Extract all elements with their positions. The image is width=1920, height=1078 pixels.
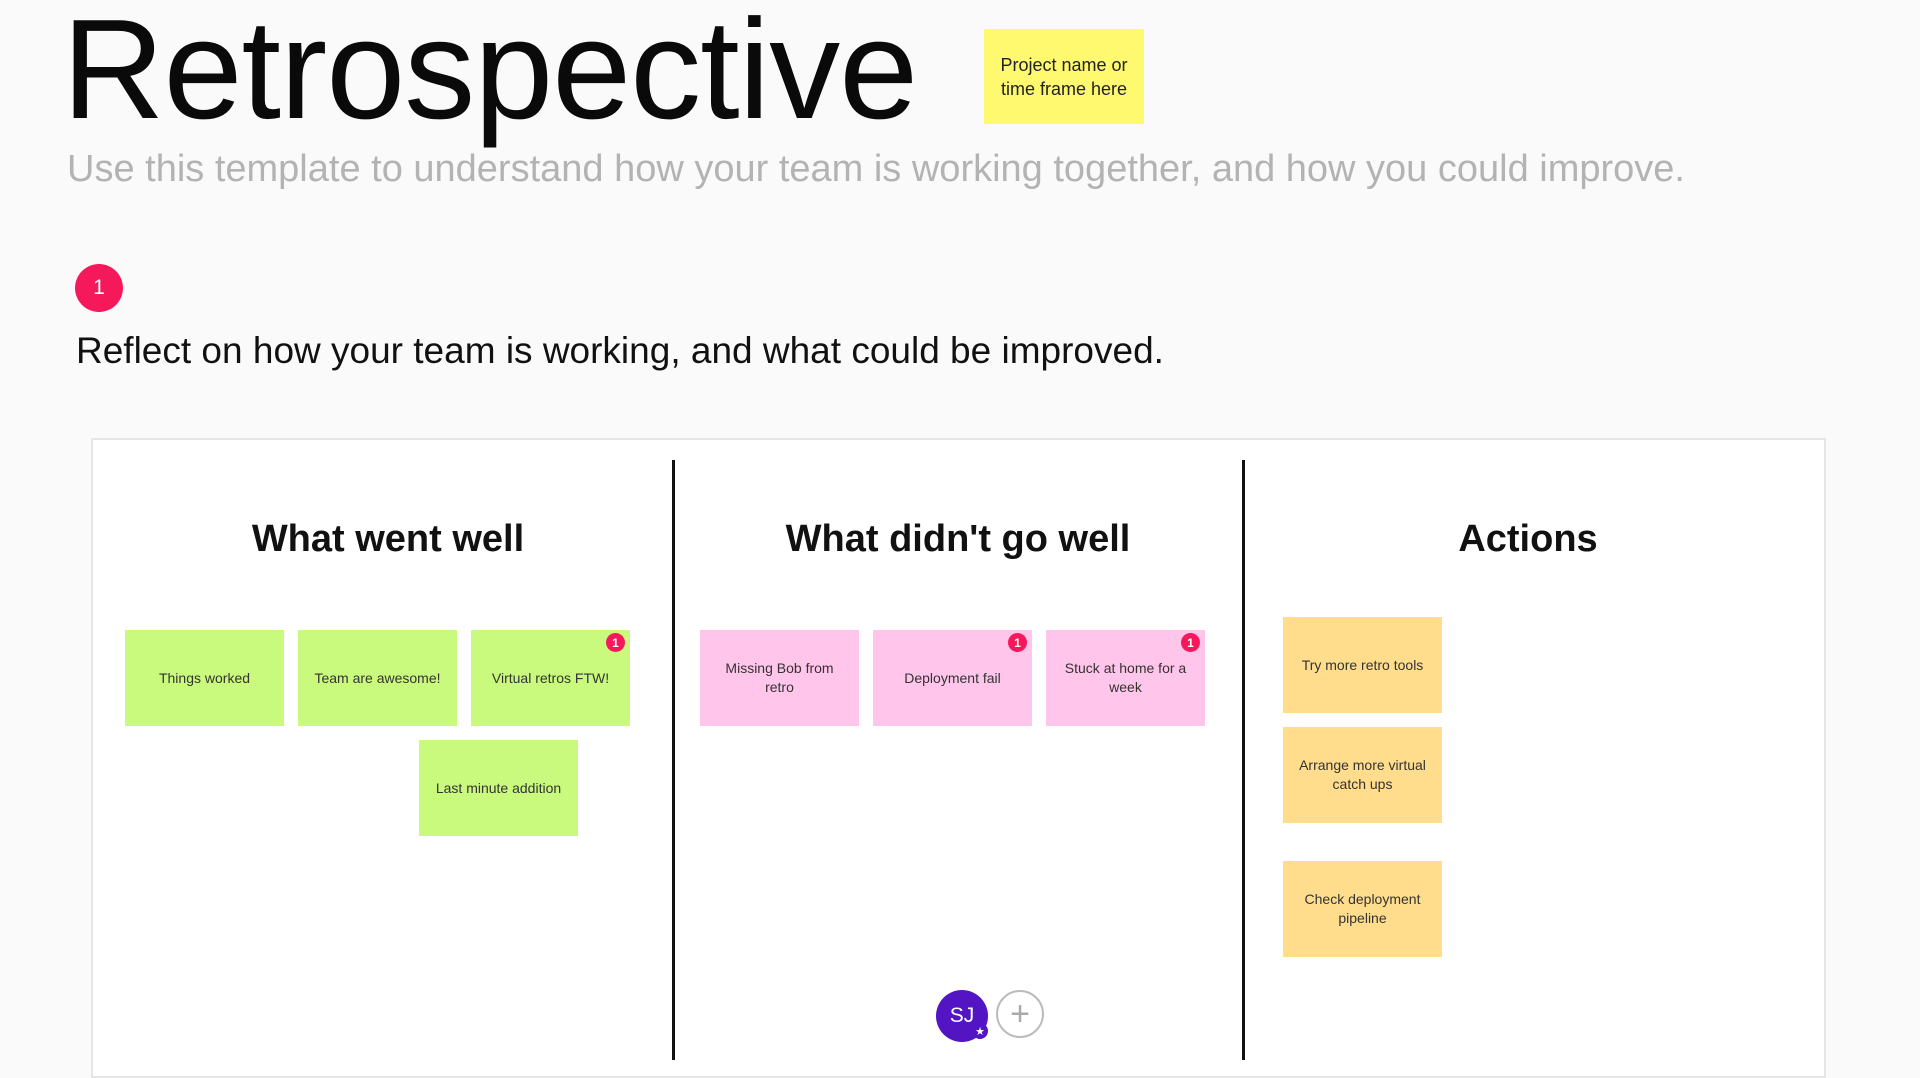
sticky-note-text: Stuck at home for a week — [1064, 660, 1187, 695]
comment-count-badge[interactable]: 1 — [1008, 633, 1027, 652]
sticky-note-text: Virtual retros FTW! — [491, 669, 610, 686]
sticky-note-text: Arrange more virtual catch ups — [1299, 757, 1426, 792]
sticky-note[interactable]: Deployment fail — [873, 630, 1032, 726]
add-collaborator-button[interactable]: + — [996, 990, 1044, 1038]
column-heading-actions: Actions — [1458, 518, 1598, 560]
step-instruction: Reflect on how your team is working, and… — [76, 330, 1164, 371]
sticky-note[interactable]: Things worked — [125, 630, 284, 726]
sticky-note-text: Things worked — [158, 669, 251, 686]
sticky-note[interactable]: Try more retro tools — [1283, 617, 1442, 713]
sticky-note-text: Last minute addition — [435, 779, 562, 796]
column-heading-went-well: What went well — [251, 518, 525, 560]
comment-count-badge[interactable]: 1 — [606, 633, 625, 652]
column-divider — [1242, 460, 1245, 1060]
project-sticky-note[interactable]: Project name or time frame here — [984, 29, 1144, 124]
plus-icon: + — [1010, 994, 1030, 1033]
sticky-note-text: Team are awesome! — [314, 669, 441, 686]
sticky-note[interactable]: Arrange more virtual catch ups — [1283, 727, 1442, 823]
sticky-note-text: Deployment fail — [904, 669, 1001, 686]
comment-count-badge[interactable]: 1 — [1181, 633, 1200, 652]
sticky-note[interactable]: Last minute addition — [419, 740, 578, 836]
retro-board-frame[interactable] — [91, 438, 1826, 1078]
sticky-note[interactable]: Missing Bob from retro — [700, 630, 859, 726]
column-divider — [672, 460, 675, 1060]
sticky-note[interactable]: Team are awesome! — [298, 630, 457, 726]
column-heading-didnt-go-well: What didn't go well — [785, 518, 1131, 560]
sticky-note-text: Check deployment pipeline — [1304, 891, 1421, 926]
sticky-note-text: Try more retro tools — [1301, 656, 1424, 673]
page-subtitle: Use this template to understand how your… — [67, 148, 1685, 190]
page-title: Retrospective — [62, 0, 918, 149]
star-icon: ★ — [972, 1023, 988, 1039]
sticky-note-text: Missing Bob from retro — [725, 660, 834, 695]
sticky-note[interactable]: Stuck at home for a week — [1046, 630, 1205, 726]
sticky-note[interactable]: Check deployment pipeline — [1283, 861, 1442, 957]
step-number-badge: 1 — [75, 264, 123, 312]
sticky-note[interactable]: Virtual retros FTW! — [471, 630, 630, 726]
